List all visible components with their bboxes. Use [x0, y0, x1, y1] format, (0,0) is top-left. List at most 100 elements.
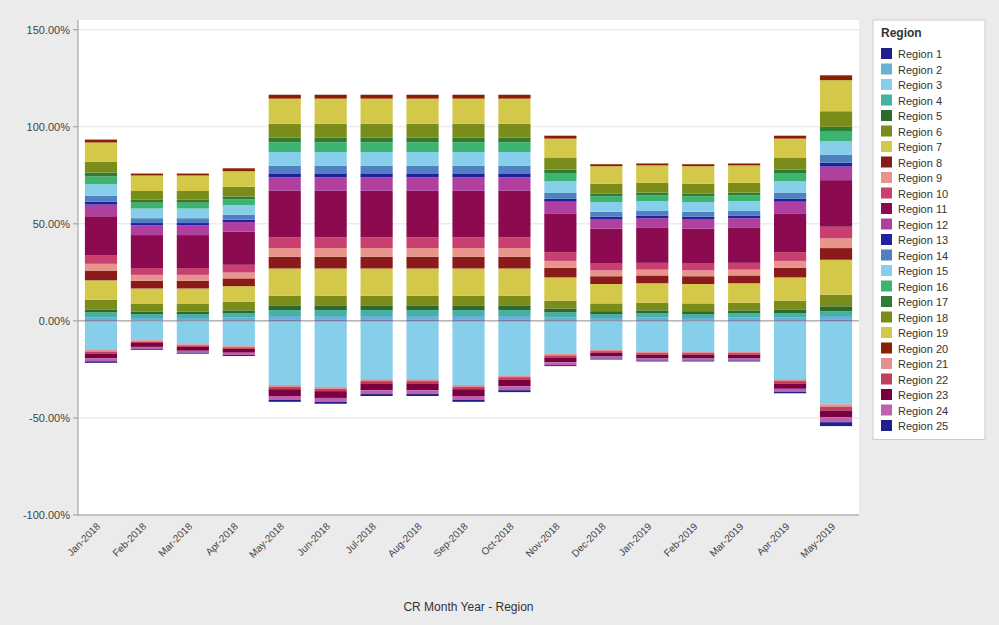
bar-segment	[177, 351, 209, 353]
bar-segment	[682, 352, 714, 353]
bar-segment	[544, 213, 576, 252]
y-tick-label: 150.00%	[27, 24, 71, 36]
bar-segment	[223, 232, 255, 265]
legend: RegionRegion 1Region 2Region 3Region 4Re…	[873, 20, 985, 440]
bar-segment	[452, 321, 484, 385]
y-tick	[73, 126, 78, 127]
bar-segment	[498, 316, 530, 320]
bar-segment	[177, 321, 209, 344]
bar-segment	[774, 389, 806, 392]
bar-segment	[498, 152, 530, 166]
x-axis-label: CR Month Year - Region	[403, 600, 533, 614]
bar-segment	[820, 311, 852, 316]
bar-segment	[177, 318, 209, 320]
grid-line	[78, 417, 859, 418]
bar-segment	[223, 215, 255, 220]
bar-segment	[361, 296, 393, 306]
bar-segment	[315, 142, 347, 152]
bar-segment	[636, 195, 668, 201]
bar-segment	[636, 270, 668, 276]
bar-segment	[406, 166, 438, 174]
bar-segment	[85, 309, 117, 312]
bar-segment	[590, 311, 622, 314]
bar-segment	[223, 205, 255, 215]
bar-segment	[728, 216, 760, 218]
bar-segment	[406, 142, 438, 152]
bar-segment	[636, 321, 668, 352]
bar-segment	[223, 286, 255, 302]
bar-segment	[590, 212, 622, 217]
bar-segment	[269, 95, 301, 99]
bar-segment	[636, 216, 668, 218]
bar-segment	[223, 265, 255, 273]
bar-segment	[406, 248, 438, 257]
legend-label: Region 21	[898, 358, 948, 370]
bar-segment	[315, 296, 347, 306]
legend-swatch	[881, 358, 892, 369]
legend-swatch	[881, 281, 892, 292]
legend-box	[873, 20, 985, 440]
bar-segment	[728, 165, 760, 182]
bar-segment	[682, 321, 714, 352]
bar-segment	[131, 218, 163, 223]
bar-segment	[820, 155, 852, 163]
bar-segment	[728, 303, 760, 311]
bar-segment	[728, 193, 760, 196]
bar-segment	[590, 350, 622, 351]
bar-segment	[452, 237, 484, 248]
bar-segment	[85, 216, 117, 255]
y-tick	[73, 29, 78, 30]
legend-swatch	[881, 95, 892, 106]
bar-segment	[269, 152, 301, 166]
bars	[85, 75, 852, 426]
bar-segment	[590, 321, 622, 350]
bar-segment	[498, 137, 530, 142]
bar-segment	[820, 163, 852, 167]
legend-label: Region 23	[898, 389, 948, 401]
bar-segment	[544, 321, 576, 354]
y-tick	[73, 223, 78, 224]
bar-segment	[636, 310, 668, 313]
bar-segment	[728, 218, 760, 228]
bar-segment	[177, 304, 209, 312]
bar-segment	[498, 99, 530, 124]
bar-segment	[223, 317, 255, 320]
bar-segment	[269, 385, 301, 387]
bar-segment	[406, 237, 438, 248]
plot-area	[78, 20, 859, 515]
bar-segment	[131, 208, 163, 218]
background	[0, 0, 999, 625]
bar-segment	[315, 191, 347, 238]
bar-segment	[131, 314, 163, 318]
bar-segment	[452, 396, 484, 400]
bar-segment	[406, 268, 438, 295]
bar-segment	[452, 173, 484, 177]
x-tick-label: Mar-2018	[156, 520, 194, 558]
bar-segment	[361, 316, 393, 320]
bar-segment	[361, 257, 393, 269]
bar-segment	[498, 375, 530, 377]
bar-segment	[774, 301, 806, 310]
bar-segment	[682, 303, 714, 311]
bar-segment	[406, 173, 438, 177]
bar-segment	[269, 268, 301, 295]
bar-segment	[131, 175, 163, 191]
bar-segment	[498, 321, 530, 375]
bar-segment	[728, 275, 760, 283]
bar-segment	[728, 183, 760, 193]
legend-swatch	[881, 219, 892, 230]
legend-swatch	[881, 374, 892, 385]
bar-segment	[774, 321, 806, 379]
bar-segment	[682, 359, 714, 361]
bar-segment	[131, 275, 163, 281]
bar-segment	[820, 111, 852, 127]
bar-segment	[682, 314, 714, 318]
bar-segment	[315, 137, 347, 142]
bar-segment	[85, 202, 117, 205]
legend-swatch	[881, 405, 892, 416]
bar-segment	[498, 377, 530, 379]
legend-label: Region 25	[898, 420, 948, 432]
bar-segment	[85, 358, 117, 361]
x-tick-label: May-2018	[247, 520, 287, 560]
bar-segment	[498, 268, 530, 295]
